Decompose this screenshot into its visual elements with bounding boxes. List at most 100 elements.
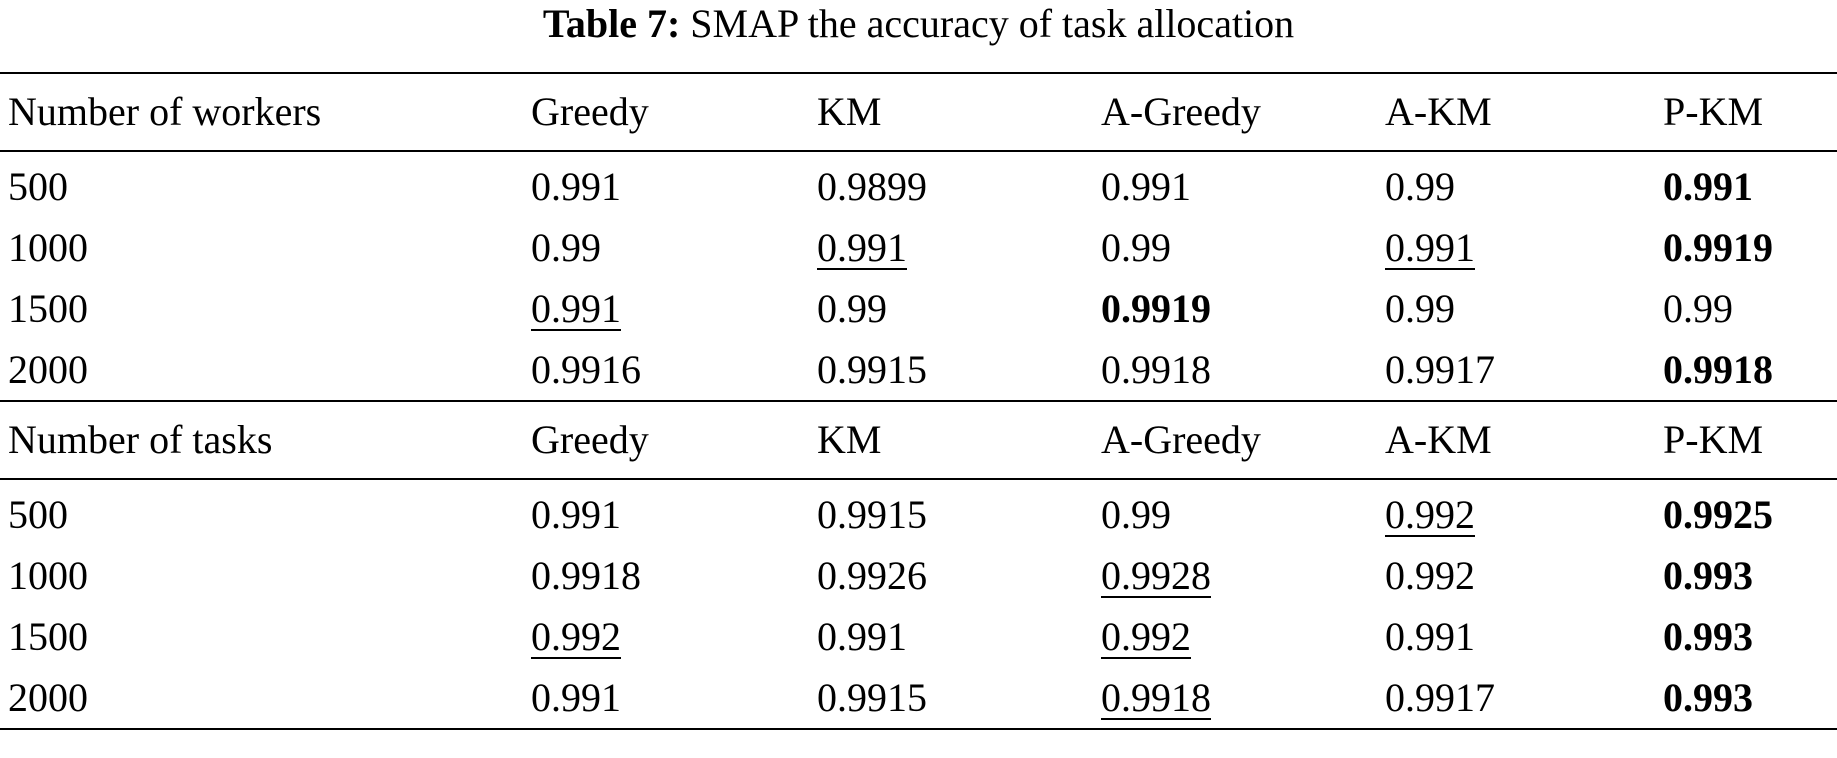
row-label: 500 (8, 492, 68, 537)
value-cell: 0.9919 (1093, 278, 1377, 339)
accuracy-value: 0.9915 (817, 347, 927, 392)
value-cell: 0.99 (809, 278, 1093, 339)
column-header: P-KM (1655, 72, 1837, 152)
table-caption-label: Table 7: (542, 1, 681, 46)
accuracy-value: 0.991 (531, 164, 621, 209)
value-cell: 0.993 (1655, 545, 1837, 606)
table-header-row: Number of workers Greedy KM A-Greedy A-KM P-K… (0, 72, 1837, 152)
accuracy-value: 0.991 (531, 675, 621, 720)
value-cell: 0.991 (1377, 606, 1655, 667)
value-cell: 0.991 (1093, 151, 1377, 217)
column-header: A-KM (1377, 400, 1655, 480)
value-cell: 0.9926 (809, 545, 1093, 606)
accuracy-value: 0.991 (1663, 164, 1753, 209)
accuracy-value: 0.991 (1385, 614, 1475, 659)
column-header: P-KM (1655, 400, 1837, 480)
accuracy-value: 0.9915 (817, 675, 927, 720)
accuracy-value: 0.993 (1663, 675, 1753, 720)
results-table-wrapper: Number of workers Greedy KM A-Greedy A-KM P-K… (0, 72, 1837, 730)
column-header: KM (809, 400, 1093, 480)
workers-section: Number of workers Greedy KM A-Greedy A-KM P-K… (0, 72, 1837, 401)
table-row: 500 0.991 0.9899 0.991 0.99 0.991 (0, 151, 1837, 217)
accuracy-value: 0.99 (817, 286, 887, 331)
value-cell: 0.9919 (1655, 217, 1837, 278)
accuracy-value: 0.99 (1101, 225, 1171, 270)
value-cell: 0.99 (523, 217, 809, 278)
value-cell: 0.9918 (1093, 667, 1377, 730)
accuracy-value: 0.99 (1101, 492, 1171, 537)
value-cell: 0.992 (523, 606, 809, 667)
row-label: 1000 (8, 225, 88, 270)
table-caption-text: SMAP the accuracy of task allocation (690, 1, 1295, 46)
value-cell: 0.9918 (1655, 339, 1837, 401)
accuracy-value: 0.992 (1101, 614, 1191, 659)
table-row: 1000 0.99 0.991 0.99 0.991 0.9919 (0, 217, 1837, 278)
value-cell: 0.991 (523, 479, 809, 545)
table-row: 2000 0.991 0.9915 0.9918 0.9917 0.993 (0, 667, 1837, 730)
value-cell: 0.991 (809, 217, 1093, 278)
accuracy-value: 0.9919 (1101, 286, 1211, 331)
value-cell: 0.991 (1655, 151, 1837, 217)
accuracy-value: 0.991 (1101, 164, 1191, 209)
accuracy-value: 0.9925 (1663, 492, 1773, 537)
row-label-cell: 500 (0, 151, 523, 217)
value-cell: 0.992 (1377, 479, 1655, 545)
row-label-cell: 1500 (0, 606, 523, 667)
value-cell: 0.991 (523, 667, 809, 730)
accuracy-value: 0.9917 (1385, 675, 1495, 720)
column-header: Greedy (523, 72, 809, 152)
table-row: 1000 0.9918 0.9926 0.9928 0.992 0.993 (0, 545, 1837, 606)
value-cell: 0.9915 (809, 339, 1093, 401)
table-row: 1500 0.991 0.99 0.9919 0.99 0.99 (0, 278, 1837, 339)
row-label-cell: 2000 (0, 339, 523, 401)
column-header: A-Greedy (1093, 400, 1377, 480)
value-cell: 0.9899 (809, 151, 1093, 217)
results-table: Number of workers Greedy KM A-Greedy A-KM P-K… (0, 72, 1837, 730)
accuracy-value: 0.9918 (1101, 675, 1211, 720)
value-cell: 0.9915 (809, 667, 1093, 730)
accuracy-value: 0.993 (1663, 553, 1753, 598)
value-cell: 0.991 (523, 151, 809, 217)
value-cell: 0.992 (1377, 545, 1655, 606)
value-cell: 0.993 (1655, 667, 1837, 730)
accuracy-value: 0.991 (1385, 225, 1475, 270)
accuracy-value: 0.9918 (1101, 347, 1211, 392)
accuracy-value: 0.9918 (531, 553, 641, 598)
value-cell: 0.9925 (1655, 479, 1837, 545)
row-label: 2000 (8, 675, 88, 720)
column-header: Greedy (523, 400, 809, 480)
row-label: 1000 (8, 553, 88, 598)
column-header: KM (809, 72, 1093, 152)
accuracy-value: 0.9926 (817, 553, 927, 598)
accuracy-value: 0.992 (1385, 492, 1475, 537)
value-cell: 0.992 (1093, 606, 1377, 667)
value-cell: 0.9915 (809, 479, 1093, 545)
accuracy-value: 0.99 (531, 225, 601, 270)
column-header: A-KM (1377, 72, 1655, 152)
row-label: 1500 (8, 286, 88, 331)
row-label-cell: 1000 (0, 545, 523, 606)
accuracy-value: 0.9918 (1663, 347, 1773, 392)
accuracy-value: 0.9917 (1385, 347, 1495, 392)
value-cell: 0.9918 (523, 545, 809, 606)
value-cell: 0.9916 (523, 339, 809, 401)
value-cell: 0.99 (1377, 278, 1655, 339)
value-cell: 0.9918 (1093, 339, 1377, 401)
row-label: 1500 (8, 614, 88, 659)
value-cell: 0.9928 (1093, 545, 1377, 606)
accuracy-value: 0.992 (1385, 553, 1475, 598)
value-cell: 0.991 (523, 278, 809, 339)
accuracy-value: 0.991 (817, 225, 907, 270)
accuracy-value: 0.991 (531, 492, 621, 537)
accuracy-value: 0.99 (1385, 164, 1455, 209)
accuracy-value: 0.9899 (817, 164, 927, 209)
row-label-cell: 500 (0, 479, 523, 545)
tasks-section: Number of tasks Greedy KM A-Greedy A-KM P-KM 5… (0, 400, 1837, 730)
value-cell: 0.99 (1377, 151, 1655, 217)
value-cell: 0.9917 (1377, 667, 1655, 730)
value-cell: 0.99 (1093, 217, 1377, 278)
row-label: 2000 (8, 347, 88, 392)
table-row: 500 0.991 0.9915 0.99 0.992 0.9925 (0, 479, 1837, 545)
accuracy-value: 0.9915 (817, 492, 927, 537)
table-caption: Table 7: SMAP the accuracy of task alloc… (0, 0, 1837, 60)
